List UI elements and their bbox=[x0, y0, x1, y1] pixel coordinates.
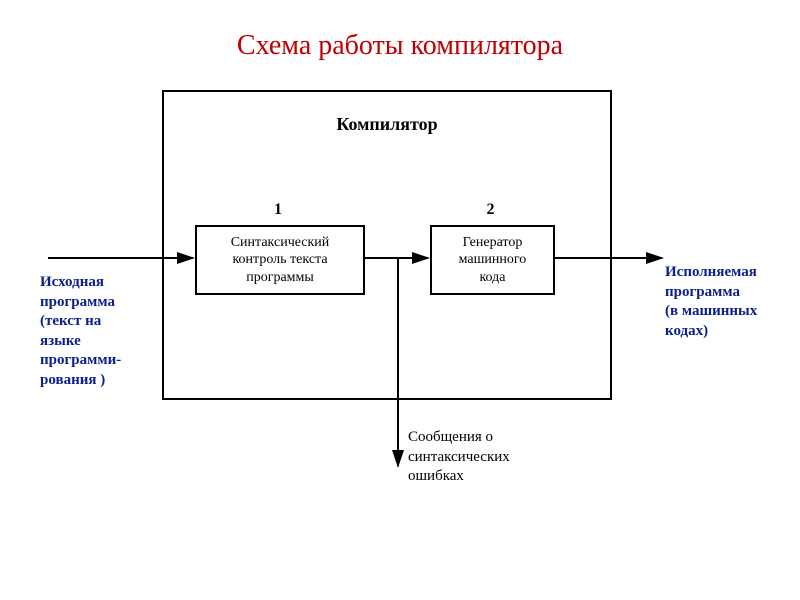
label-line: программи- bbox=[40, 351, 121, 371]
label-line: (текст на bbox=[40, 312, 121, 332]
stage-line: Генератор bbox=[459, 234, 527, 252]
label-line: Исходная bbox=[40, 273, 121, 293]
error-label: Сообщения осинтаксическихошибках bbox=[408, 428, 510, 487]
stage1-number: 1 bbox=[274, 201, 282, 219]
compiler-label: Компилятор bbox=[164, 114, 610, 135]
stage2-number: 2 bbox=[487, 201, 495, 219]
stage-line: программы bbox=[231, 269, 330, 287]
label-line: языке bbox=[40, 332, 121, 352]
output-label: Исполняемаяпрограмма(в машинныхкодах) bbox=[665, 263, 757, 341]
stage1-text: Синтаксическийконтроль текстапрограммы bbox=[197, 227, 363, 293]
label-line: Исполняемая bbox=[665, 263, 757, 283]
label-line: программа bbox=[665, 283, 757, 303]
stage1-box: Синтаксическийконтроль текстапрограммы bbox=[195, 225, 365, 295]
label-line: (в машинных bbox=[665, 302, 757, 322]
stage-line: кода bbox=[459, 269, 527, 287]
input-label: Исходнаяпрограмма(текст наязыкепрограмми… bbox=[40, 273, 121, 390]
stage2-box: Генератормашинногокода bbox=[430, 225, 555, 295]
title-text: Схема работы компилятора bbox=[237, 30, 563, 61]
diagram-title: Схема работы компилятора bbox=[0, 30, 800, 62]
label-line: Сообщения о bbox=[408, 428, 510, 448]
label-line: программа bbox=[40, 293, 121, 313]
stage-line: машинного bbox=[459, 251, 527, 269]
label-line: кодах) bbox=[665, 322, 757, 342]
stage2-text: Генератормашинногокода bbox=[432, 227, 553, 293]
label-line: ошибках bbox=[408, 467, 510, 487]
stage-line: контроль текста bbox=[231, 251, 330, 269]
stage-line: Синтаксический bbox=[231, 234, 330, 252]
label-line: синтаксических bbox=[408, 448, 510, 468]
label-line: рования ) bbox=[40, 371, 121, 391]
